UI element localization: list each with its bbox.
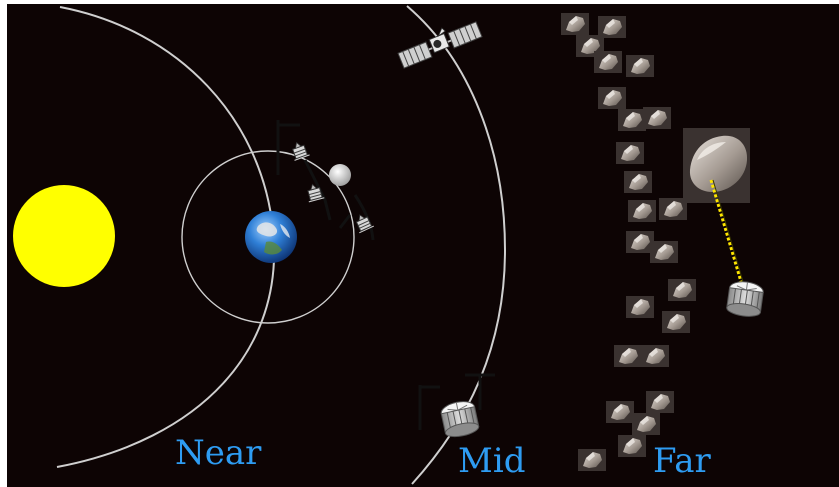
earth-orbit-ring	[181, 150, 355, 324]
asteroid-icon	[626, 231, 654, 253]
asteroid-icon	[650, 241, 678, 263]
asteroid-icon	[616, 142, 644, 164]
asteroid-icon	[598, 87, 626, 109]
asteroid-icon	[626, 296, 654, 318]
mid-zone-label: Mid	[458, 441, 526, 481]
asteroid-icon	[626, 55, 654, 77]
satellite-icon	[397, 21, 483, 69]
asteroid-icon	[614, 345, 642, 367]
asteroid-icon	[624, 171, 652, 193]
asteroid-icon	[618, 435, 646, 457]
space-background	[7, 4, 839, 487]
asteroid-icon	[659, 198, 687, 220]
asteroid-icon	[606, 401, 634, 423]
sun-icon	[13, 185, 115, 287]
asteroid-icon	[641, 345, 669, 367]
moon-icon	[329, 164, 351, 186]
asteroid-icon	[662, 311, 690, 333]
asteroid-icon	[632, 413, 660, 435]
asteroid-icon	[646, 391, 674, 413]
mid-zone-structures	[418, 373, 495, 430]
asteroid-icon	[628, 200, 656, 222]
asteroid-icon	[561, 13, 589, 35]
asteroid-icon	[618, 109, 646, 131]
far-zone-label: Far	[653, 441, 711, 481]
tether-beam	[709, 179, 744, 286]
far-spacecraft-icon	[725, 279, 765, 319]
asteroid-icon	[668, 279, 696, 301]
tether-beam-core	[712, 179, 745, 286]
near-earth-structures	[276, 120, 375, 241]
asteroid-icon	[594, 51, 622, 73]
asteroid-icon	[643, 107, 671, 129]
near-zone-label: Near	[175, 433, 262, 473]
earth-icon	[245, 211, 297, 263]
asteroid-icon	[598, 16, 626, 38]
asteroid-icon	[578, 449, 606, 471]
